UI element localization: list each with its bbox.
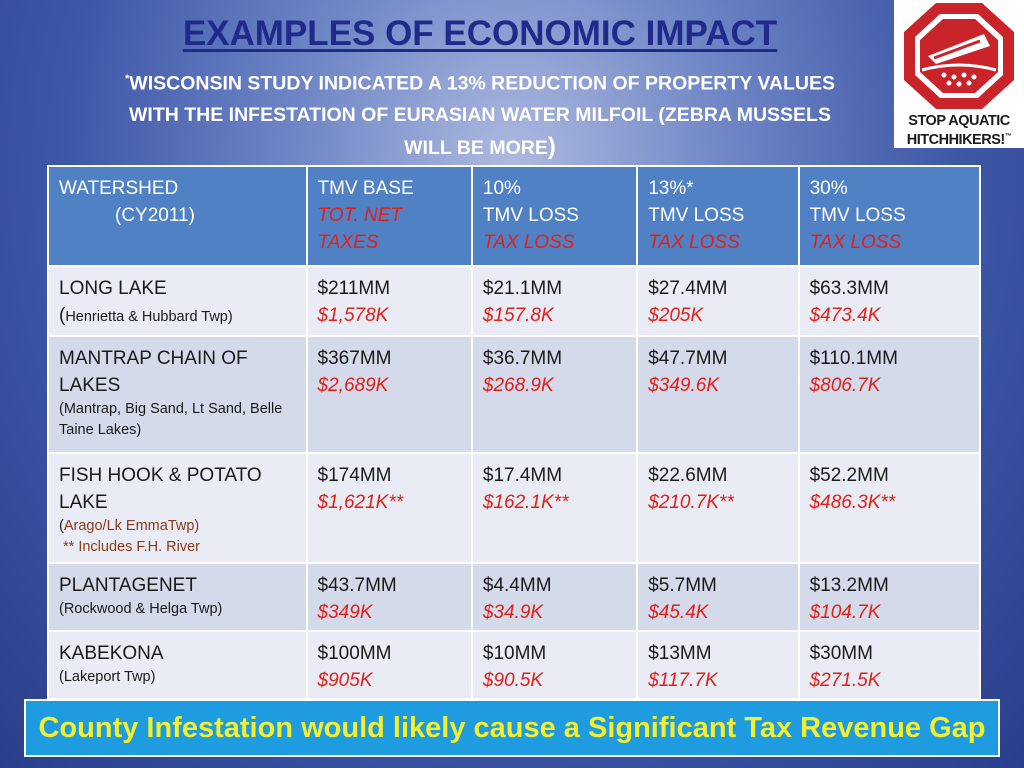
header-30-percent: 30% TMV LOSS TAX LOSS (797, 165, 982, 267)
footer-banner: County Infestation would likely cause a … (24, 699, 1000, 757)
value-cell: $52.2MM $486.3K** (797, 452, 982, 564)
subtitle-footnote-star: * (125, 73, 130, 85)
value-cell: $367MM $2,689K (305, 335, 473, 454)
value-cell: $22.6MM $210.7K** (636, 452, 800, 564)
watershed-cell: LONG LAKE (Henrietta & Hubbard Twp) (47, 265, 308, 337)
logo-line-2: HITCHHIKERS! (906, 131, 1005, 148)
value-cell: $30MM $271.5K (797, 630, 982, 700)
stop-aquatic-hitchhikers-logo: STOP AQUATIC HITCHHIKERS!™ (894, 0, 1024, 148)
value-cell: $27.4MM $205K (636, 265, 800, 337)
table-row-long-lake: LONG LAKE (Henrietta & Hubbard Twp) $211… (47, 265, 982, 337)
value-cell: $63.3MM $473.4K (797, 265, 982, 337)
slide-title: EXAMPLES OF ECONOMIC IMPACT (182, 14, 778, 53)
header-watershed: WATERSHED (CY2011) (47, 165, 308, 267)
subtitle-line-3: WILL BE MORE (404, 136, 548, 159)
watershed-cell: KABEKONA (Lakeport Twp) (47, 630, 308, 700)
watershed-cell: PLANTAGENET (Rockwood & Helga Twp) (47, 562, 308, 632)
stop-sign-boat-icon (904, 3, 1014, 109)
value-cell: $43.7MM $349K (305, 562, 473, 632)
economic-impact-table: WATERSHED (CY2011) TMV BASE TOT. NET TAX… (47, 165, 982, 700)
subtitle-line-1: WISCONSIN STUDY INDICATED A 13% REDUCTIO… (129, 72, 835, 95)
value-cell: $100MM $905K (305, 630, 473, 700)
logo-trademark: ™ (1004, 133, 1012, 140)
value-cell: $21.1MM $157.8K (470, 265, 639, 337)
value-cell: $36.7MM $268.9K (470, 335, 639, 454)
header-13-percent: 13%* TMV LOSS TAX LOSS (636, 165, 800, 267)
table-row-plantagenet: PLANTAGENET (Rockwood & Helga Twp) $43.7… (47, 562, 982, 632)
slide-subtitle: *WISCONSIN STUDY INDICATED A 13% REDUCTI… (80, 64, 880, 164)
value-cell: $10MM $90.5K (470, 630, 639, 700)
value-cell: $5.7MM $45.4K (636, 562, 800, 632)
value-cell: $110.1MM $806.7K (797, 335, 982, 454)
value-cell: $17.4MM $162.1K** (470, 452, 639, 564)
subtitle-line-2: WITH THE INFESTATION OF EURASIAN WATER M… (129, 103, 831, 126)
value-cell: $13MM $117.7K (636, 630, 800, 700)
subtitle-close-paren: ) (547, 132, 556, 160)
value-cell: $174MM $1,621K** (305, 452, 473, 564)
table-row-fish-hook: FISH HOOK & POTATO LAKE (Arago/Lk EmmaTw… (47, 452, 982, 564)
value-cell: $13.2MM $104.7K (797, 562, 982, 632)
table-row-mantrap: MANTRAP CHAIN OF LAKES (Mantrap, Big San… (47, 335, 982, 454)
logo-text: STOP AQUATIC HITCHHIKERS!™ (896, 113, 1022, 148)
table-row-kabekona: KABEKONA (Lakeport Twp) $100MM $905K $10M… (47, 630, 982, 700)
watershed-cell: FISH HOOK & POTATO LAKE (Arago/Lk EmmaTw… (47, 452, 308, 564)
value-cell: $4.4MM $34.9K (470, 562, 639, 632)
header-tmv-base: TMV BASE TOT. NET TAXES (305, 165, 473, 267)
header-10-percent: 10% TMV LOSS TAX LOSS (470, 165, 639, 267)
watershed-cell: MANTRAP CHAIN OF LAKES (Mantrap, Big San… (47, 335, 308, 454)
logo-line-1: STOP AQUATIC (908, 113, 1010, 129)
value-cell: $47.7MM $349.6K (636, 335, 800, 454)
table-header-row: WATERSHED (CY2011) TMV BASE TOT. NET TAX… (47, 165, 982, 267)
value-cell: $211MM $1,578K (305, 265, 473, 337)
